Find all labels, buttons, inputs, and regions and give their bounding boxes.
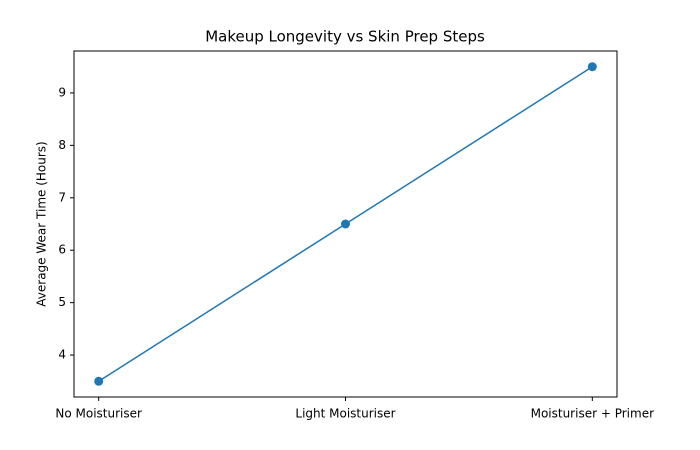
y-tick-label: 8 xyxy=(58,138,66,152)
y-tick-label: 9 xyxy=(58,85,66,99)
y-tick-label: 6 xyxy=(58,243,66,257)
point xyxy=(341,219,350,229)
x-tick-label: Moisturiser + Primer xyxy=(531,407,654,421)
point xyxy=(587,62,597,72)
point xyxy=(94,376,104,386)
y-tick-label: 4 xyxy=(58,348,66,362)
y-tick-label: 7 xyxy=(58,190,66,204)
y-axis-label: Average Wear Time (Hours) xyxy=(35,141,49,306)
chart-title: Makeup Longevity vs Skin Prep Steps xyxy=(205,28,485,46)
x-tick-label: No Moisturiser xyxy=(55,407,142,421)
x-tick-label: Light Moisturiser xyxy=(295,407,395,421)
y-tick-label: 5 xyxy=(58,295,66,309)
